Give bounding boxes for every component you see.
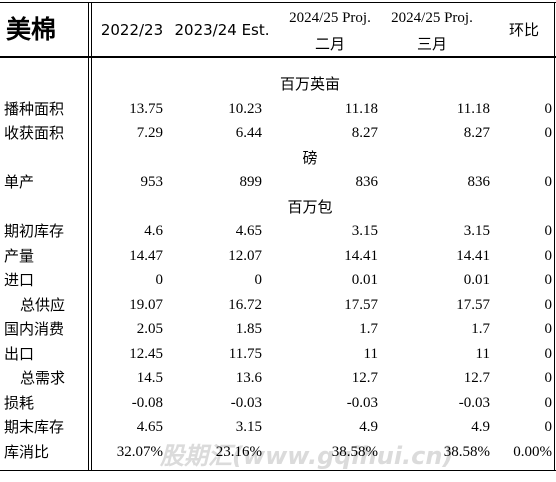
unit-label: 磅 [302,148,318,167]
cell: 836 [355,174,379,190]
cell: 0 [544,100,553,117]
cell: 1.7 [471,321,490,337]
row-label: 期末库存 [4,418,65,436]
cell: 0 [254,272,263,288]
cell: 11 [363,345,378,362]
cell: 12.7 [351,370,378,386]
cell: 4.65 [136,419,163,435]
row-label: 总供应 [20,295,66,314]
border [91,2,92,471]
cell: 0 [544,174,553,190]
cell: 953 [140,174,164,190]
cell: 3.15 [235,419,262,435]
cell: 16.72 [228,296,262,313]
column-subheader: 三月 [416,35,447,53]
cell: 12.7 [463,370,490,386]
unit-label: 百万包 [287,197,333,216]
cell: 38.58% [331,443,378,460]
cell: 0 [155,272,164,288]
border [88,2,89,471]
cell: -0.08 [131,394,163,411]
cell: 0 [544,223,553,239]
row-label: 单产 [4,173,35,191]
table-title: 美棉 [6,15,57,44]
cell: -0.03 [458,394,490,411]
cell: 1.7 [359,321,378,337]
cell: -0.03 [230,394,262,411]
cell: 14.47 [129,247,163,264]
column-header: 环比 [508,21,539,39]
cell: 10.23 [228,100,262,117]
row-label: 期初库存 [4,222,65,240]
cell: 0.01 [351,272,378,288]
column-header: 2024/25 Proj. [289,10,371,26]
cell: 11 [475,345,490,362]
unit-label: 百万英亩 [279,75,340,93]
column-header: 2024/25 Proj. [391,10,473,26]
cell: 3.15 [351,223,378,239]
cell: 4.65 [235,223,262,239]
cell: 836 [467,174,491,190]
column-header: 2023/24 Est. [174,21,270,39]
cell: 0 [544,272,553,288]
cell: 14.41 [456,247,490,264]
cell: 0 [544,419,553,435]
cell: 17.57 [456,296,490,313]
cell: 14.41 [344,247,378,264]
row-label: 出口 [4,344,35,363]
border [554,2,555,471]
row-label: 国内消费 [4,320,65,338]
cell: 12.45 [129,345,163,362]
cell: 0.01 [463,272,490,288]
cell: 23.16% [215,443,262,460]
border [0,2,556,3]
column-header: 2022/23 [100,21,164,39]
cell: 0 [544,345,553,362]
cell: 17.57 [344,296,378,313]
cell: 8.27 [351,125,378,141]
row-label: 产量 [4,246,35,265]
row-label: 库消比 [4,442,50,461]
cell: 3.15 [463,223,490,239]
cell: 13.6 [235,370,262,386]
cell: 38.58% [443,443,490,460]
cell: 0 [544,394,553,411]
cell: 11.18 [456,100,490,117]
column-subheader: 二月 [314,35,345,53]
cell: 0.00% [513,443,552,460]
cell: 899 [239,174,263,190]
row-label: 总需求 [20,369,66,387]
cell: 0 [544,370,553,386]
cell: 12.07 [228,247,262,264]
border [0,470,556,471]
cell: 0 [544,125,553,141]
watermark: 股期汇(www.gqihui.cn) [160,442,454,470]
cell: 2.05 [136,321,163,337]
cell: -0.03 [346,394,378,411]
row-label: 损耗 [4,393,35,412]
cell: 4.9 [359,419,378,435]
cell: 7.29 [136,125,163,141]
cell: 11.75 [228,345,262,362]
cell: 32.07% [116,443,163,460]
cell: 1.85 [235,321,262,337]
row-label: 进口 [4,271,35,289]
cell: 14.5 [136,370,163,386]
row-label: 收获面积 [4,124,65,142]
cell: 19.07 [129,296,163,313]
cell: 0 [544,296,553,313]
cell: 0 [544,247,553,264]
cell: 4.9 [471,419,490,435]
cell: 6.44 [235,125,262,141]
cell: 11.18 [344,100,378,117]
border [0,56,556,58]
row-label: 播种面积 [4,99,65,118]
cell: 8.27 [463,125,490,141]
cell: 0 [544,321,553,337]
cell: 13.75 [129,100,163,117]
cell: 4.6 [144,223,163,239]
